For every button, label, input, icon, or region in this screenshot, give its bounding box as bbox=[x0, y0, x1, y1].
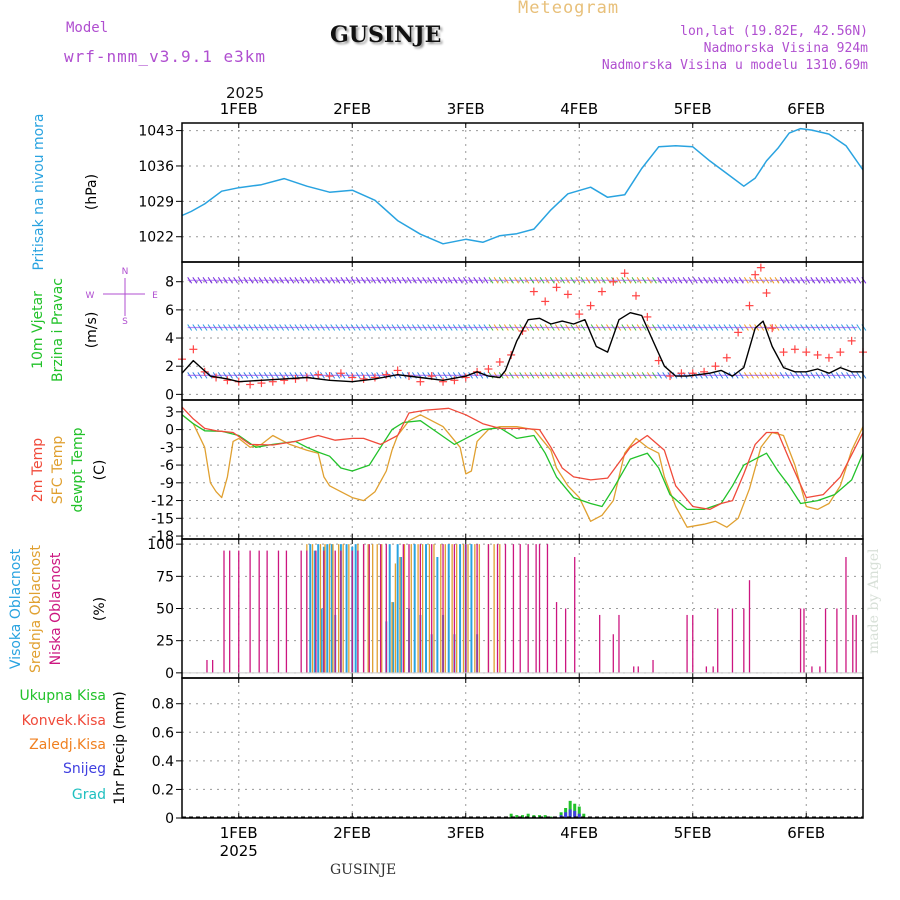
x-tick-label-bottom: 1FEB bbox=[220, 824, 258, 842]
panel-frame bbox=[181, 677, 864, 819]
precip-legend-3: Zaledj.Kisa bbox=[29, 737, 106, 753]
pressure-label: Pritisak na nivou mora bbox=[31, 113, 47, 270]
y-tick-label: 50 bbox=[156, 602, 174, 618]
temp-sfc-label: SFC Temp bbox=[50, 436, 66, 505]
temp-unit: (C) bbox=[92, 460, 108, 481]
x-tick-label-bottom: 5FEB bbox=[674, 824, 712, 842]
snow-bar bbox=[577, 813, 581, 818]
pressure-unit: (hPa) bbox=[84, 174, 100, 210]
total-precip-bar bbox=[577, 806, 581, 818]
cloud-unit: (%) bbox=[92, 597, 108, 621]
precip-legend-5: Grad bbox=[72, 787, 106, 803]
y-tick-label: 0.2 bbox=[152, 782, 174, 798]
y-tick-label: -12 bbox=[151, 494, 174, 510]
pressure-line bbox=[181, 127, 864, 245]
temp-2m-line bbox=[181, 406, 864, 511]
precip-legend-4: Snijeg bbox=[63, 761, 106, 777]
wind-label-1: 10m Vjetar bbox=[30, 291, 46, 369]
y-tick-label: 0.8 bbox=[152, 697, 174, 713]
y-tick-label: -15 bbox=[151, 511, 174, 527]
x-tick-label-bottom: 4FEB bbox=[560, 824, 598, 842]
compass-w: W bbox=[86, 291, 95, 301]
panel-frame bbox=[181, 122, 864, 263]
panel-frame bbox=[181, 538, 864, 679]
wind-barb bbox=[856, 277, 862, 284]
wind-unit: (m/s) bbox=[84, 312, 100, 349]
y-tick-label: 1029 bbox=[138, 194, 174, 210]
model-elevation-info: Nadmorska Visina u modelu 1310.69m bbox=[601, 58, 868, 73]
y-tick-label: 0.4 bbox=[152, 754, 174, 770]
y-tick-label: -3 bbox=[160, 440, 174, 456]
y-tick-label: 1022 bbox=[138, 230, 174, 246]
total-precip-bar bbox=[515, 815, 519, 818]
total-precip-bar bbox=[582, 813, 586, 818]
y-tick-label: 100 bbox=[147, 537, 174, 553]
y-tick-label: 8 bbox=[165, 275, 174, 291]
page-title: GUSINJE bbox=[330, 22, 442, 48]
total-precip-bar bbox=[526, 813, 530, 818]
y-tick-label: 0 bbox=[165, 811, 174, 827]
meteogram-subtitle: Meteogram bbox=[518, 0, 620, 18]
x-tick-label-top: 5FEB bbox=[674, 100, 712, 118]
temp-2m-label: 2m Temp bbox=[30, 438, 46, 502]
y-tick-label: 0 bbox=[165, 423, 174, 439]
y-tick-label: 0 bbox=[165, 666, 174, 682]
y-tick-label: -6 bbox=[160, 458, 174, 474]
precip-unit: 1hr Precip (mm) bbox=[112, 691, 128, 804]
mid-cloud-label: Srednja Oblacnost bbox=[28, 545, 44, 673]
wind-barb bbox=[856, 324, 862, 331]
total-precip-bar bbox=[509, 813, 513, 818]
elevation-info: Nadmorska Visina 924m bbox=[703, 41, 868, 56]
wind-barb bbox=[856, 372, 862, 379]
x-tick-label-bottom: 2FEB bbox=[333, 824, 371, 842]
total-precip-bar bbox=[543, 815, 547, 818]
model-name: wrf-nmm_v3.9.1 e3km bbox=[64, 47, 267, 66]
y-tick-label: 1043 bbox=[138, 124, 174, 140]
snow-bar bbox=[568, 809, 572, 818]
x-tick-label-top: 4FEB bbox=[560, 100, 598, 118]
y-tick-label: 25 bbox=[156, 634, 174, 650]
y-tick-label: 6 bbox=[165, 303, 174, 319]
y-tick-label: -18 bbox=[151, 529, 174, 545]
y-tick-label: 0 bbox=[165, 387, 174, 403]
compass-n: N bbox=[122, 267, 129, 277]
y-tick-label: 4 bbox=[165, 331, 174, 347]
dewpt-temp-line bbox=[181, 414, 864, 511]
wind-label-2: Brzina i Pravac bbox=[50, 278, 66, 382]
x-tick-label-top: 1FEB bbox=[220, 100, 258, 118]
y-tick-label: 2 bbox=[165, 359, 174, 375]
y-tick-label: 1036 bbox=[138, 159, 174, 175]
precip-legend-2: Konvek.Kisa bbox=[22, 713, 106, 729]
x-tick-label-bottom: 6FEB bbox=[787, 824, 825, 842]
x-tick-label-top: 3FEB bbox=[447, 100, 485, 118]
snow-bar bbox=[573, 810, 577, 818]
y-tick-label: -9 bbox=[160, 476, 174, 492]
snow-bar bbox=[564, 812, 568, 818]
sfc-temp-line bbox=[181, 414, 864, 528]
compass-s: S bbox=[122, 317, 128, 327]
high-cloud-label: Visoka Oblacnost bbox=[8, 548, 24, 669]
precip-legend-1: Ukupna Kisa bbox=[19, 688, 106, 704]
total-precip-bar bbox=[521, 815, 524, 818]
y-tick-label: 3 bbox=[165, 405, 174, 421]
low-cloud-label: Niska Oblacnost bbox=[48, 552, 64, 665]
x-tick-label-bottom: 3FEB bbox=[447, 824, 485, 842]
temp-dewpt-label: dewpt Temp bbox=[70, 427, 86, 512]
compass-e: E bbox=[152, 291, 158, 301]
model-label: Model bbox=[66, 20, 109, 36]
panel-frame bbox=[181, 399, 864, 540]
total-precip-bar bbox=[559, 812, 563, 818]
x-tick-label-top: 2FEB bbox=[333, 100, 371, 118]
wind-speed-line bbox=[181, 312, 863, 383]
y-tick-label: 0.6 bbox=[152, 725, 174, 741]
y-tick-label: 75 bbox=[156, 569, 174, 585]
year-bottom: 2025 bbox=[220, 842, 258, 860]
year-top: 2025 bbox=[226, 84, 265, 102]
lonlat-info: lon,lat (19.82E, 42.56N) bbox=[680, 24, 868, 39]
x-tick-label-top: 6FEB bbox=[787, 100, 825, 118]
footer-title: GUSINJE bbox=[330, 862, 397, 878]
